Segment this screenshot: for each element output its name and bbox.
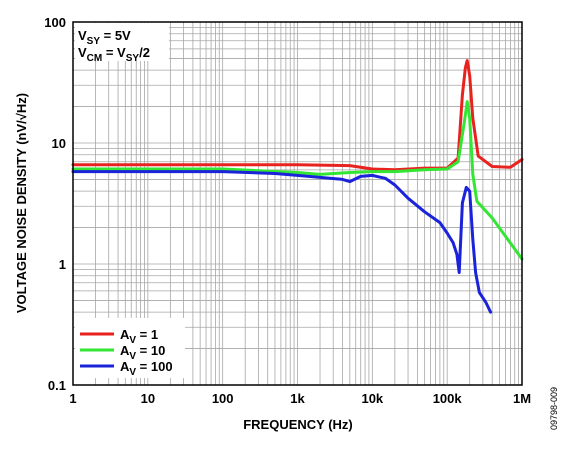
condition-vcm: VCM = VSY/2 [78,45,150,64]
x-axis-title: FREQUENCY (Hz) [243,417,353,432]
annotation-box [75,23,169,61]
series-line-3 [71,170,493,314]
y-tick-labels: 0.1 1 10 100 [44,15,66,393]
y-axis-title: VOLTAGE NOISE DENSITY (nV/√Hz) [14,93,29,313]
x-tick-labels: 1 10 100 1k 10k 100k 1M [69,391,531,406]
x-tick-label: 100 [212,391,234,406]
x-tick-label: 1M [513,391,531,406]
x-tick-label: 10 [141,391,155,406]
condition-vsy: VSY = 5V [78,28,131,47]
series-lines [71,59,524,314]
grid [72,22,522,386]
y-tick-label: 0.1 [48,378,66,393]
x-tick-label: 1k [290,391,305,406]
figure-code: 09798-009 [549,387,559,430]
series-line-2 [71,100,524,261]
y-tick-label: 100 [44,15,66,30]
legend-label: AV = 10 [120,343,165,362]
x-tick-label: 100k [433,391,463,406]
legend-label: AV = 100 [120,359,173,378]
y-tick-label: 1 [59,257,66,272]
x-tick-label: 10k [361,391,383,406]
legend-box [75,318,185,378]
y-tick-label: 10 [52,136,66,151]
x-tick-label: 1 [69,391,76,406]
legend-label: AV = 1 [120,327,158,346]
plot-frame [72,21,523,386]
